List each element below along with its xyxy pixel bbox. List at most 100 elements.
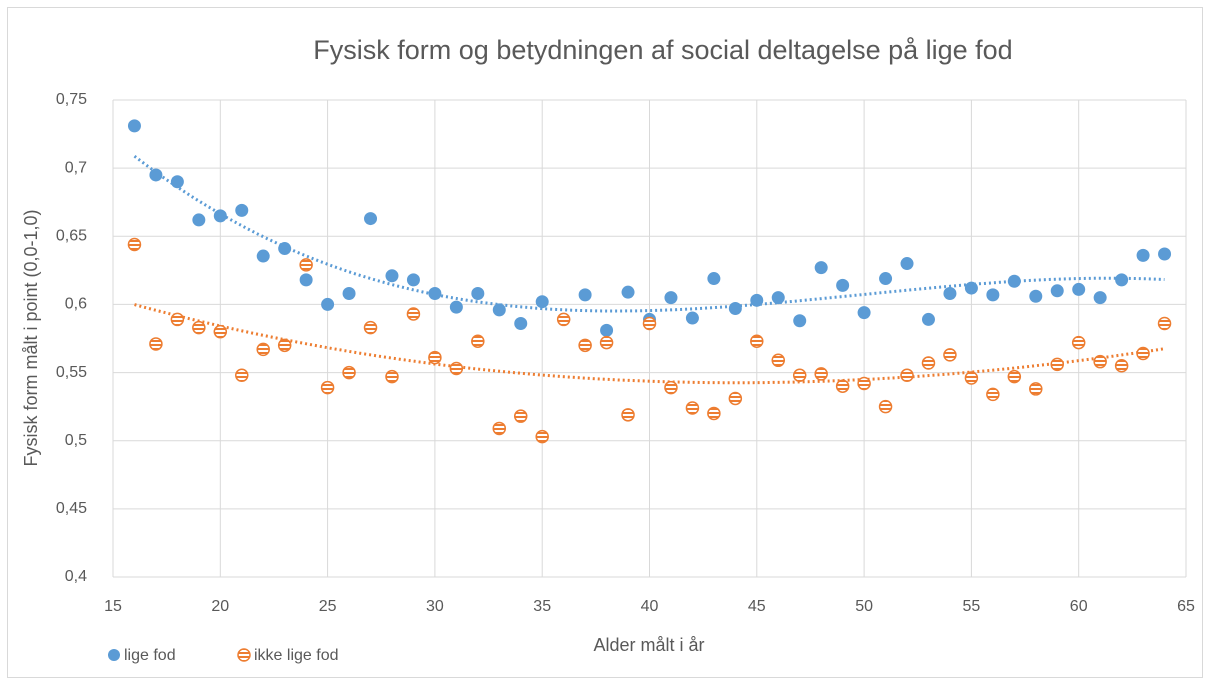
point [1007, 369, 1022, 384]
point [793, 314, 807, 328]
point [1158, 247, 1172, 261]
point [814, 261, 828, 275]
y-tick-label: 0,45 [56, 500, 87, 517]
point [814, 367, 828, 381]
x-tick-label: 40 [641, 598, 659, 615]
point [213, 209, 227, 223]
x-axis-label: Alder målt i år [593, 635, 704, 655]
point [127, 237, 142, 252]
point [299, 273, 313, 287]
point [278, 242, 292, 256]
y-tick-label: 0,4 [65, 568, 87, 585]
point [964, 371, 979, 385]
x-tick-label: 50 [855, 598, 873, 615]
point [578, 338, 592, 353]
x-tick-label: 65 [1177, 598, 1195, 615]
point [1071, 335, 1086, 350]
point [428, 287, 442, 301]
y-tick-label: 0,75 [56, 91, 87, 108]
point [363, 320, 378, 335]
point [277, 338, 292, 353]
x-tick-label: 55 [963, 598, 981, 615]
point [750, 334, 764, 348]
point [1093, 291, 1107, 305]
point [857, 306, 871, 320]
point [192, 320, 206, 335]
y-tick-label: 0,65 [56, 228, 87, 245]
point [321, 297, 335, 311]
point [900, 368, 914, 383]
point [471, 287, 485, 301]
point [771, 353, 786, 368]
point [213, 324, 228, 339]
y-tick-label: 0,55 [56, 364, 87, 381]
legend-label: lige fod [124, 647, 176, 664]
point [1029, 382, 1043, 396]
point [235, 203, 249, 217]
point [878, 399, 893, 414]
point [664, 291, 678, 305]
point [406, 273, 420, 287]
legend-label: ikke lige fod [254, 647, 339, 664]
point [149, 337, 163, 351]
point [943, 287, 957, 301]
point [707, 272, 721, 286]
y-tick-label: 0,5 [65, 432, 87, 449]
point [256, 342, 270, 357]
point [299, 258, 313, 272]
point [1093, 354, 1107, 369]
point [1136, 248, 1150, 262]
point [256, 249, 270, 263]
chart-title: Fysisk form og betydningen af social del… [313, 35, 1012, 65]
y-tick-label: 0,6 [65, 296, 87, 313]
point [771, 291, 785, 305]
point [707, 406, 721, 421]
point [857, 376, 871, 391]
point [750, 293, 764, 307]
point [621, 408, 635, 422]
point [513, 409, 528, 423]
point [514, 317, 528, 331]
point [943, 348, 957, 362]
point [127, 119, 141, 133]
point [406, 307, 421, 321]
point [685, 401, 700, 415]
point [192, 213, 206, 227]
point [449, 361, 464, 376]
point [556, 312, 571, 327]
point [879, 272, 893, 286]
point [1072, 282, 1086, 296]
point [1050, 357, 1064, 372]
x-tick-label: 25 [319, 598, 337, 615]
point [149, 168, 163, 182]
point [1157, 316, 1172, 331]
point [836, 278, 850, 292]
point [535, 429, 549, 444]
point [600, 323, 614, 337]
x-tick-label: 30 [426, 598, 444, 615]
point [449, 300, 463, 314]
point [428, 350, 442, 365]
trendline [134, 303, 1165, 385]
point [900, 257, 914, 271]
point [685, 311, 699, 325]
point [921, 356, 936, 370]
point [342, 365, 356, 380]
point [471, 334, 485, 348]
point [578, 288, 592, 302]
point [492, 421, 507, 436]
point [170, 312, 185, 327]
point [235, 368, 249, 383]
x-tick-label: 20 [211, 598, 229, 615]
point [320, 380, 335, 395]
point [728, 302, 742, 316]
point [1114, 359, 1129, 373]
point [385, 369, 399, 384]
x-tick-label: 35 [533, 598, 551, 615]
point [728, 391, 743, 406]
y-tick-label: 0,7 [65, 159, 87, 176]
point [385, 269, 399, 283]
point [921, 312, 935, 326]
point [835, 379, 850, 393]
